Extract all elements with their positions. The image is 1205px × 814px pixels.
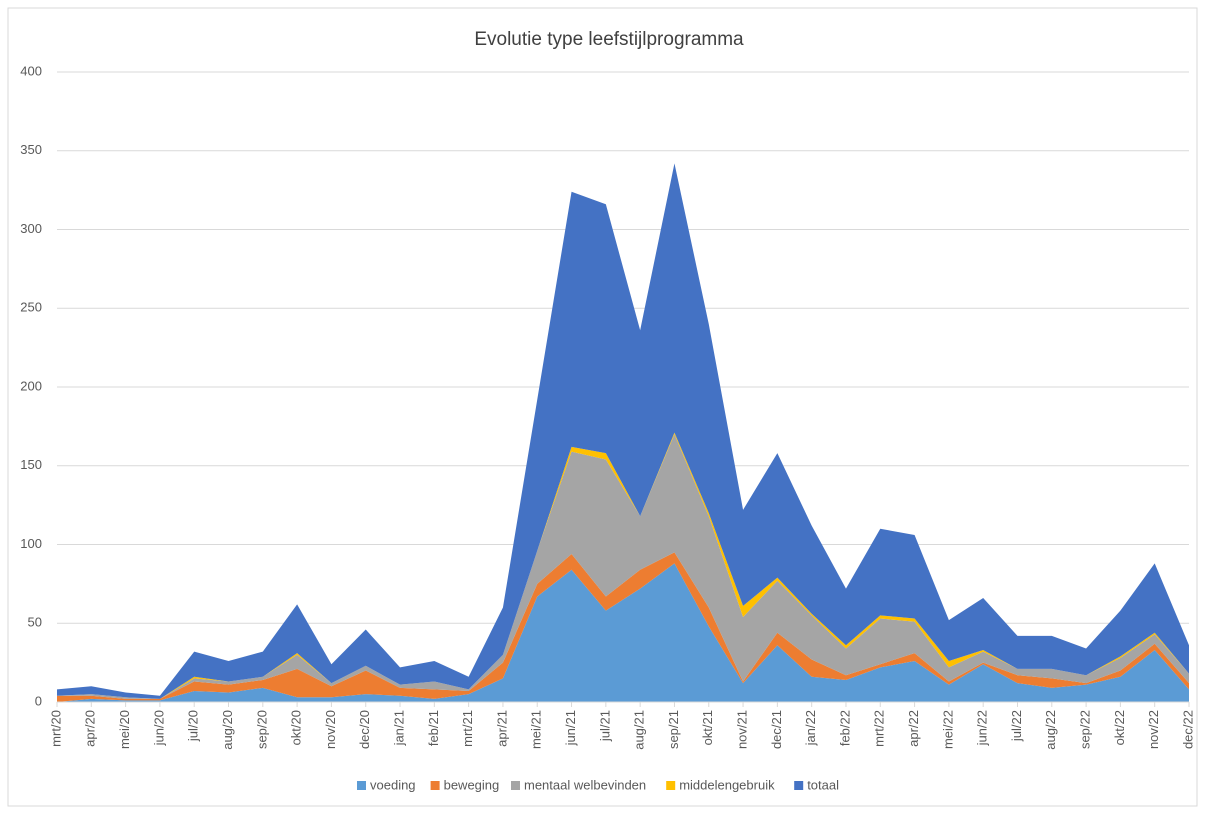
y-tick-label: 200 [20,378,42,393]
x-tick-label: sep/21 [666,710,681,749]
x-tick-label: jun/21 [563,710,578,746]
legend-label: totaal [807,777,839,792]
x-tick-label: mei/21 [529,710,544,749]
y-tick-label: 400 [20,63,42,78]
x-tick-label: okt/22 [1112,710,1127,745]
x-tick-label: okt/21 [700,710,715,745]
area [57,432,1189,699]
legend-label: middelengebruik [679,777,775,792]
legend-swatch [511,781,520,790]
x-tick-label: nov/22 [1146,710,1161,749]
x-tick-label: aug/21 [632,710,647,750]
y-tick-label: 300 [20,221,42,236]
x-tick-label: jan/22 [803,710,818,746]
x-tick-label: jun/20 [151,710,166,746]
x-tick-label: apr/20 [83,710,98,747]
legend-label: mentaal welbevinden [524,777,646,792]
y-tick-label: 250 [20,300,42,315]
x-tick-label: mrt/20 [48,710,63,747]
x-tick-label: dec/20 [357,710,372,749]
legend-swatch [430,781,440,790]
x-tick-label: feb/21 [426,710,441,746]
chart-title: Evolutie type leefstijlprogramma [474,29,744,50]
x-tick-label: mrt/22 [872,710,887,747]
x-tick-label: aug/22 [1043,710,1058,750]
area [57,163,1189,699]
x-tick-label: apr/21 [494,710,509,747]
area [57,563,1189,702]
x-tick-label: jul/22 [1009,710,1024,742]
legend-swatch [357,781,366,790]
x-tick-label: aug/20 [220,710,235,750]
x-tick-label: nov/21 [734,710,749,749]
x-tick-label: mrt/21 [460,710,475,747]
area [57,434,1189,699]
x-tick-label: mei/20 [117,710,132,749]
x-tick-label: dec/21 [769,710,784,749]
x-tick-label: dec/22 [1180,710,1195,749]
x-tick-label: mei/22 [940,710,955,749]
x-tick-label: jul/20 [186,710,201,742]
y-tick-label: 150 [20,457,42,472]
x-tick-label: apr/22 [906,710,921,747]
y-tick-label: 0 [35,693,42,708]
x-tick-label: okt/20 [289,710,304,745]
x-tick-label: feb/22 [837,710,852,746]
x-tick-label: jan/21 [391,710,406,746]
legend-swatch [794,781,804,790]
x-tick-label: jul/21 [597,710,612,742]
y-tick-label: 350 [20,142,42,157]
legend-swatch [666,781,676,790]
x-tick-label: sep/20 [254,710,269,749]
y-tick-label: 50 [28,615,42,630]
y-tick-label: 100 [20,536,42,551]
legend-label: voeding [370,777,416,792]
x-tick-label: nov/20 [323,710,338,749]
x-tick-label: jun/22 [975,710,990,746]
x-tick-label: sep/22 [1078,710,1093,749]
legend-label: beweging [444,777,500,792]
